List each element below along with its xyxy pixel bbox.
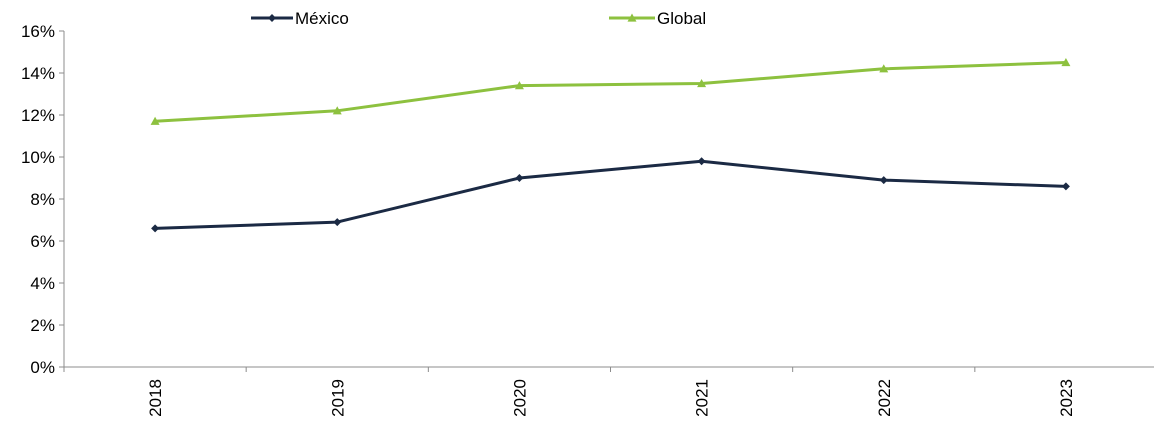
x-tick-label: 2023 — [1057, 379, 1076, 417]
data-point-mexico — [1061, 182, 1070, 191]
y-tick-label: 12% — [21, 106, 55, 125]
data-point-global — [514, 81, 524, 90]
legend-marker-mexico — [268, 14, 276, 22]
data-point-global — [332, 106, 342, 115]
y-tick-label: 0% — [30, 358, 55, 377]
y-tick-label: 6% — [30, 232, 55, 251]
x-tick-label: 2019 — [328, 379, 347, 417]
legend-label-mexico: México — [295, 9, 349, 28]
data-point-global — [150, 116, 160, 125]
y-tick-label: 10% — [21, 148, 55, 167]
x-tick-label: 2020 — [510, 379, 529, 417]
data-point-mexico — [151, 224, 160, 233]
y-tick-label: 8% — [30, 190, 55, 209]
x-tick-label: 2022 — [875, 379, 894, 417]
y-tick-label: 16% — [21, 22, 55, 41]
series-line-mexico — [155, 159, 1066, 230]
data-point-global — [1061, 58, 1071, 67]
data-point-global — [697, 79, 707, 88]
data-point-mexico — [333, 218, 342, 227]
data-point-mexico — [515, 174, 524, 182]
data-point-global — [879, 64, 889, 73]
legend: México Global — [251, 9, 706, 28]
legend-marker-global — [627, 13, 637, 22]
y-axis-ticks: 0% 2% 4% 6% 8% 10% 12% 14% 16% — [21, 22, 64, 377]
y-tick-label: 4% — [30, 274, 55, 293]
series-line-global — [154, 61, 1066, 123]
x-tick-label: 2021 — [693, 379, 712, 417]
data-point-mexico — [879, 176, 888, 185]
y-tick-label: 2% — [30, 316, 55, 335]
x-axis-ticks: 2018 2019 2020 2021 2022 2023 — [63, 367, 1076, 417]
axes — [63, 31, 1154, 368]
y-tick-label: 14% — [21, 64, 55, 83]
data-point-mexico — [697, 157, 706, 166]
x-tick-label: 2018 — [146, 379, 165, 417]
legend-label-global: Global — [657, 9, 706, 28]
series-group — [150, 58, 1071, 233]
